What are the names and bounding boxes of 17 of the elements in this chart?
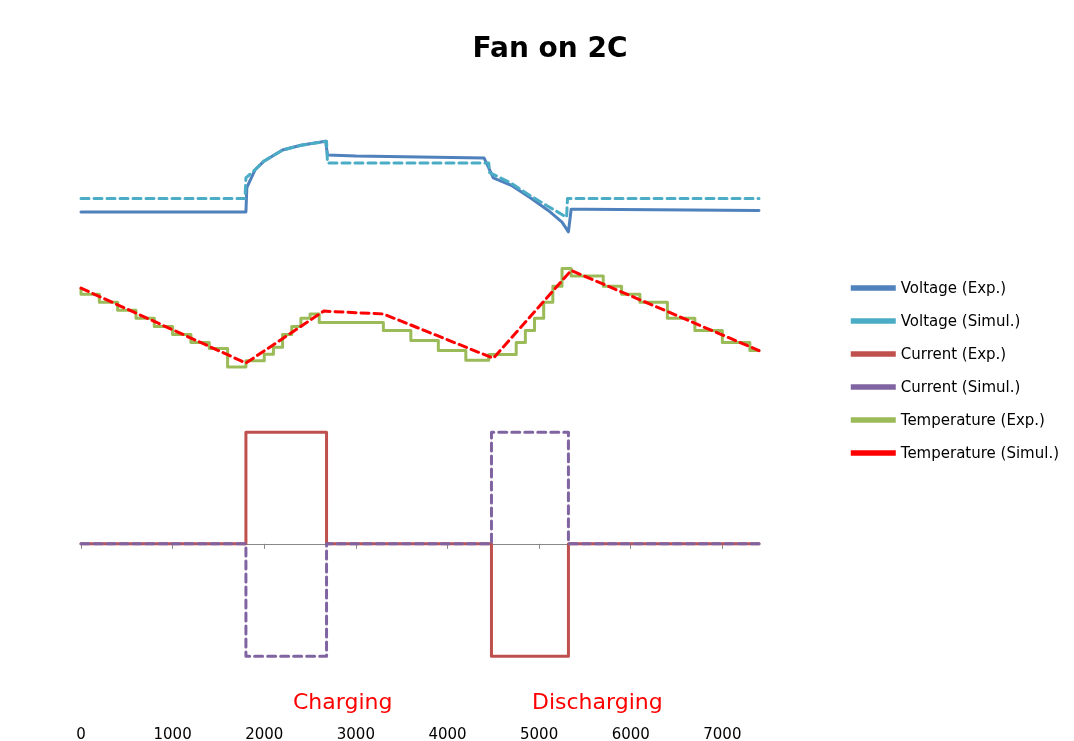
x-tick-label: 6000 bbox=[611, 724, 650, 741]
legend-label: Voltage (Simul.) bbox=[900, 312, 1021, 330]
legend-label: Voltage (Exp.) bbox=[900, 279, 1007, 297]
x-tick-label: 4000 bbox=[428, 724, 467, 741]
legend-label: Temperature (Simul.) bbox=[899, 444, 1059, 462]
legend-label: Temperature (Exp.) bbox=[899, 411, 1045, 429]
x-tick-label: 2000 bbox=[245, 724, 284, 741]
text: Discharging bbox=[532, 688, 663, 714]
x-tick-label: 0 bbox=[76, 724, 86, 741]
legend-label: Current (Exp.) bbox=[900, 345, 1007, 363]
legend-label: Current (Simul.) bbox=[900, 378, 1021, 396]
x-tick-label: 5000 bbox=[520, 724, 559, 741]
chart-title: Fan on 2C bbox=[472, 30, 628, 64]
x-tick-label: 1000 bbox=[153, 724, 192, 741]
x-tick-label: 3000 bbox=[336, 724, 375, 741]
x-tick-label: 7000 bbox=[703, 724, 742, 741]
text: Charging bbox=[293, 688, 393, 714]
